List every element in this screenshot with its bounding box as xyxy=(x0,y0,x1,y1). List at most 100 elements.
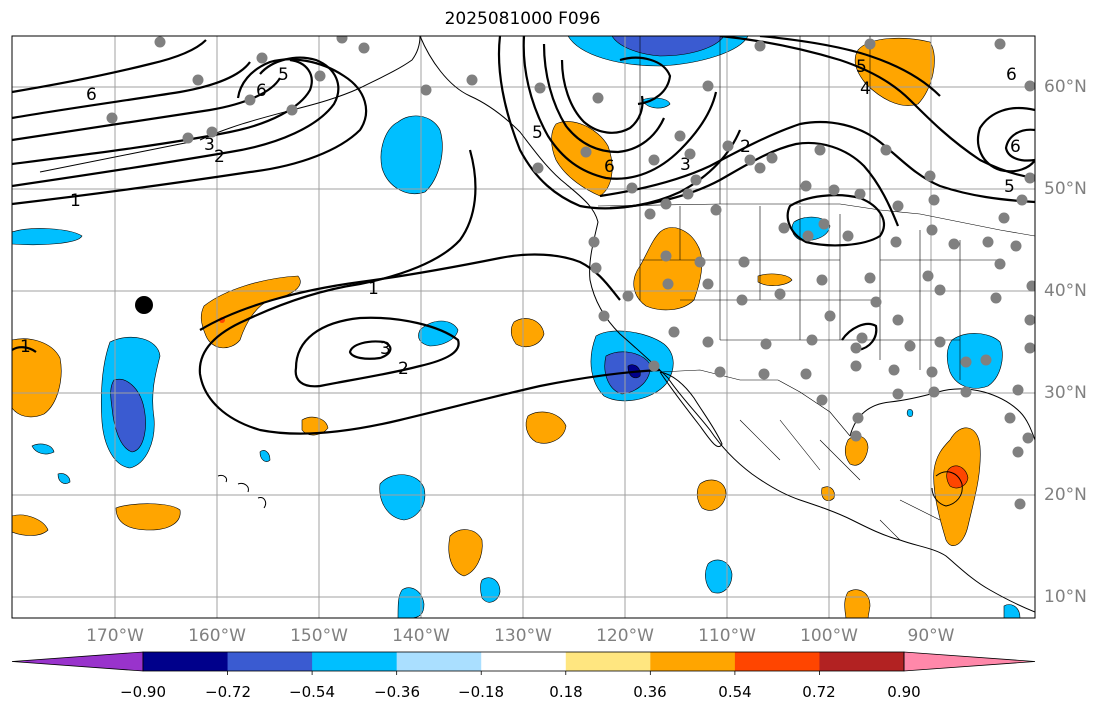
colorbar-tick-label: 0.90 xyxy=(887,683,921,701)
contour-line xyxy=(199,253,621,331)
station-marker xyxy=(864,38,876,50)
anomaly-region-positive xyxy=(844,589,871,618)
anomaly-region-positive xyxy=(12,514,49,536)
station-marker xyxy=(1026,280,1035,292)
station-marker xyxy=(850,360,862,372)
station-marker xyxy=(982,236,994,248)
station-marker xyxy=(890,236,902,248)
station-marker xyxy=(800,368,812,380)
station-marker xyxy=(864,272,876,284)
colorbar-extend-low xyxy=(11,651,144,672)
station-marker xyxy=(850,342,862,354)
station-marker xyxy=(106,112,118,124)
station-marker xyxy=(702,336,714,348)
contour-line xyxy=(560,59,644,134)
contour-label: 4 xyxy=(860,79,871,99)
colorbar-segment xyxy=(143,652,229,671)
anomaly-fill-layer xyxy=(12,36,1021,618)
station-marker xyxy=(850,430,862,442)
alaska-coast xyxy=(199,36,421,141)
station-marker xyxy=(904,340,916,352)
station-marker xyxy=(648,360,660,372)
anomaly-region-negative xyxy=(418,320,459,347)
colorbar-segment xyxy=(734,652,820,671)
colorbar-tick-label: −0.18 xyxy=(458,683,504,701)
station-marker xyxy=(994,38,1006,50)
station-marker xyxy=(710,204,722,216)
station-marker xyxy=(244,94,256,106)
station-marker xyxy=(816,274,828,286)
station-marker xyxy=(754,40,766,52)
station-marker xyxy=(206,126,218,138)
mexico-state-lines xyxy=(739,419,941,541)
anomaly-region-negative xyxy=(906,409,914,417)
station-marker xyxy=(154,36,166,48)
station-marker xyxy=(1012,446,1024,458)
station-marker xyxy=(870,296,882,308)
colorbar-tick-label: 0.54 xyxy=(718,683,752,701)
station-marker xyxy=(892,314,904,326)
station-marker xyxy=(818,218,830,230)
station-marker xyxy=(598,310,610,322)
station-marker xyxy=(824,310,836,322)
station-marker xyxy=(892,388,904,400)
contour-line xyxy=(12,346,37,353)
station-marker xyxy=(592,92,604,104)
station-marker xyxy=(802,230,814,242)
colorbar-frame xyxy=(142,651,905,672)
station-marker xyxy=(420,84,432,96)
station-marker xyxy=(660,250,672,262)
station-marker xyxy=(1022,432,1034,444)
anomaly-region-negative xyxy=(31,443,55,455)
anomaly-region-positive xyxy=(510,318,545,347)
station-marker xyxy=(928,386,940,398)
station-marker xyxy=(684,148,696,160)
anomaly-core-positive xyxy=(946,465,969,489)
station-marker xyxy=(760,338,772,350)
contour-line xyxy=(12,56,340,188)
anomaly-region-positive xyxy=(115,503,181,531)
station-marker xyxy=(888,364,900,376)
contour-label: 5 xyxy=(856,57,867,77)
station-marker xyxy=(774,288,786,300)
contour-label: 2 xyxy=(214,147,225,167)
yucatan-coast xyxy=(931,471,963,507)
contour-line xyxy=(497,36,742,210)
station-marker xyxy=(1024,172,1035,184)
lon-label: 150°W xyxy=(290,626,348,646)
station-marker xyxy=(926,224,938,236)
contour-label: 3 xyxy=(380,339,391,359)
station-marker xyxy=(674,130,686,142)
anomaly-region-positive xyxy=(854,37,935,106)
map-frame xyxy=(11,35,1036,619)
lon-label: 140°W xyxy=(392,626,450,646)
colorbar-segment xyxy=(396,652,482,671)
station-marker xyxy=(806,334,818,346)
anomaly-region-positive xyxy=(525,411,567,444)
us-canada-border xyxy=(597,203,1035,237)
north-america-coastline xyxy=(419,36,1035,613)
anomaly-region-positive xyxy=(448,529,483,577)
contour-line xyxy=(1004,128,1035,162)
station-marker xyxy=(702,80,714,92)
contour-label: 2 xyxy=(740,137,751,157)
lon-label: 110°W xyxy=(698,626,756,646)
lon-label: 100°W xyxy=(800,626,858,646)
station-marker xyxy=(948,238,960,250)
colorbar-segment xyxy=(565,652,651,671)
colorbar-tick-label: −0.36 xyxy=(374,683,420,701)
station-marker xyxy=(192,74,204,86)
colorbar-tick-label: 0.18 xyxy=(549,683,583,701)
contour-label: 1 xyxy=(20,337,31,357)
station-marker xyxy=(588,236,600,248)
station-marker xyxy=(828,184,840,196)
station-marker xyxy=(336,36,348,44)
station-marker xyxy=(922,270,934,282)
station-marker xyxy=(998,212,1010,224)
canada-province-lines xyxy=(639,36,871,204)
lat-label: 50°N xyxy=(1044,179,1087,199)
graticule xyxy=(12,36,1035,618)
lat-label: 20°N xyxy=(1044,485,1087,505)
station-marker xyxy=(590,262,602,274)
station-marker xyxy=(778,222,790,234)
